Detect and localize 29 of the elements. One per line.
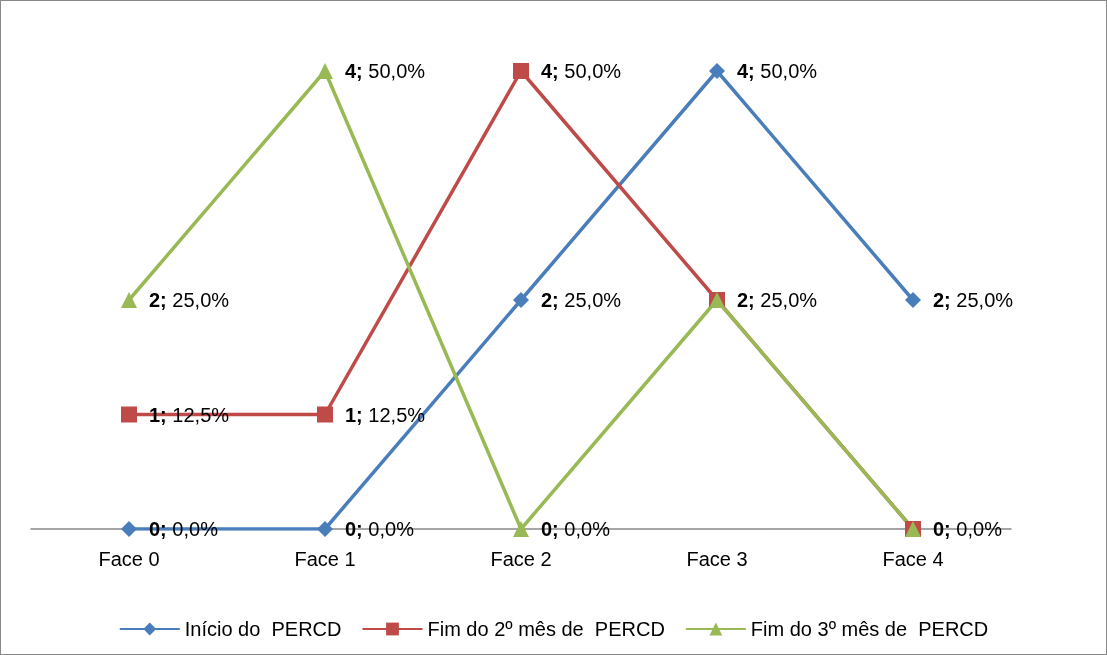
- point: [905, 292, 921, 308]
- legend-label: Fim do 2º mês de PERCD: [427, 618, 665, 640]
- x-tick-label: Face 2: [490, 548, 552, 570]
- data-label: 2; 25,0%: [149, 289, 230, 311]
- data-label: 4; 50,0%: [345, 60, 426, 82]
- point: [709, 63, 725, 79]
- data-label: 2; 25,0%: [541, 289, 622, 311]
- x-tick-label: Face 1: [294, 548, 356, 570]
- point: [121, 406, 137, 423]
- point: [317, 63, 333, 79]
- data-label: 4; 50,0%: [737, 60, 818, 82]
- x-tick-label: Face 0: [98, 548, 160, 570]
- legend-label: Início do PERCD: [184, 618, 342, 640]
- data-label: 4; 50,0%: [541, 60, 622, 82]
- data-label: 2; 25,0%: [737, 289, 818, 311]
- x-tick-label: Face 4: [882, 548, 944, 570]
- data-label: 0; 0,0%: [345, 518, 415, 540]
- data-label: 0; 0,0%: [541, 518, 611, 540]
- point: [513, 521, 529, 537]
- x-tick-label: Face 3: [686, 548, 748, 570]
- data-label: 2; 25,0%: [933, 289, 1014, 311]
- legend-label: Fim do 3º mês de PERCD: [750, 618, 989, 640]
- point: [121, 521, 137, 537]
- point: [513, 292, 529, 308]
- data-label: 0; 0,0%: [933, 518, 1003, 540]
- point: [513, 63, 529, 79]
- point: [317, 406, 333, 423]
- point: [317, 521, 333, 537]
- point: [121, 292, 137, 308]
